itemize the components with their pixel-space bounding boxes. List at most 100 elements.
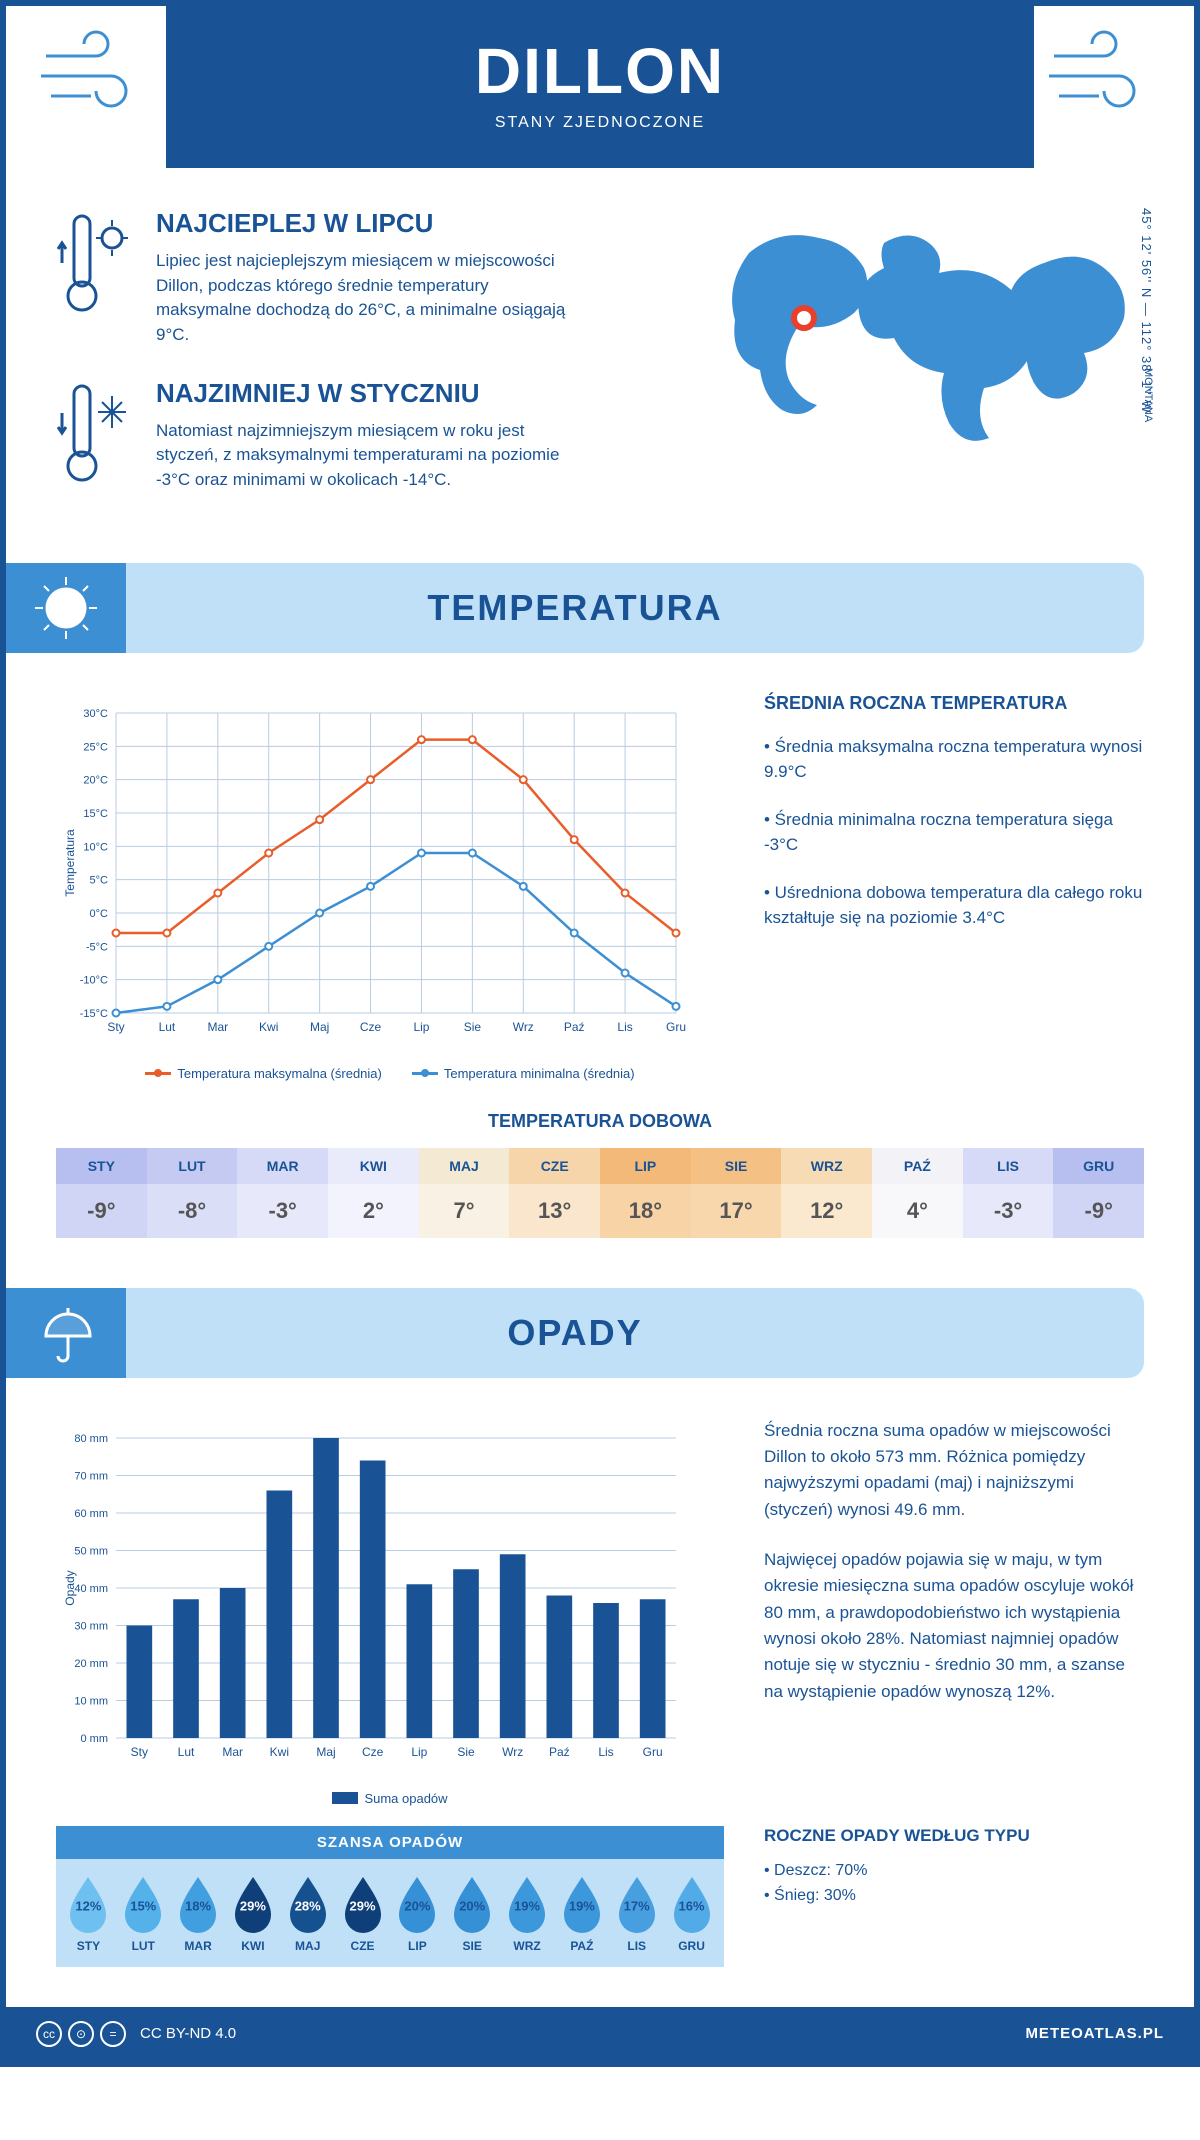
- svg-text:60 mm: 60 mm: [74, 1508, 108, 1520]
- svg-text:Lut: Lut: [178, 1745, 195, 1759]
- world-map: 45° 12' 56'' N — 112° 38' 1'' W MONTANA: [724, 208, 1144, 523]
- svg-text:Maj: Maj: [310, 1020, 329, 1034]
- thermometer-cold-icon: [56, 378, 136, 493]
- cc-icons: cc⊙=: [36, 2021, 126, 2047]
- svg-text:Lis: Lis: [617, 1020, 632, 1034]
- svg-text:Lis: Lis: [598, 1745, 613, 1759]
- svg-text:Lip: Lip: [413, 1020, 429, 1034]
- chance-drop: 29%KWI: [228, 1873, 277, 1953]
- chance-drop: 29%CZE: [338, 1873, 387, 1953]
- svg-text:Mar: Mar: [222, 1745, 243, 1759]
- temp-bullet: • Średnia minimalna roczna temperatura s…: [764, 807, 1144, 858]
- svg-text:25°C: 25°C: [83, 741, 108, 753]
- svg-text:-15°C: -15°C: [80, 1008, 108, 1020]
- svg-text:50 mm: 50 mm: [74, 1545, 108, 1557]
- annual-type-title: ROCZNE OPADY WEDŁUG TYPU: [764, 1826, 1144, 1846]
- svg-text:Lut: Lut: [159, 1020, 176, 1034]
- svg-text:20°C: 20°C: [83, 774, 108, 786]
- svg-text:30 mm: 30 mm: [74, 1620, 108, 1632]
- annual-snow: • Śnieg: 30%: [764, 1883, 1144, 1909]
- svg-text:80 mm: 80 mm: [74, 1433, 108, 1445]
- temp-cell: SIE17°: [691, 1148, 782, 1238]
- temp-cell: LUT-8°: [147, 1148, 238, 1238]
- svg-text:0 mm: 0 mm: [81, 1733, 109, 1745]
- temperature-title: TEMPERATURA: [427, 587, 722, 629]
- chance-drop: 28%MAJ: [283, 1873, 332, 1953]
- chance-drop: 20%LIP: [393, 1873, 442, 1953]
- chance-drop: 17%LIS: [612, 1873, 661, 1953]
- temp-cell: GRU-9°: [1053, 1148, 1144, 1238]
- temp-cell: PAŹ4°: [872, 1148, 963, 1238]
- precipitation-chart: 0 mm10 mm20 mm30 mm40 mm50 mm60 mm70 mm8…: [56, 1418, 696, 1778]
- brand: METEOATLAS.PL: [1025, 2025, 1164, 2042]
- chance-drop: 19%PAŹ: [557, 1873, 606, 1953]
- temperature-chart: -15°C-10°C-5°C0°C5°C10°C15°C20°C25°C30°C…: [56, 693, 696, 1053]
- temp-cell: LIP18°: [600, 1148, 691, 1238]
- svg-text:10 mm: 10 mm: [74, 1695, 108, 1707]
- svg-text:70 mm: 70 mm: [74, 1470, 108, 1482]
- chance-drop: 16%GRU: [667, 1873, 716, 1953]
- precip-para-2: Najwięcej opadów pojawia się w maju, w t…: [764, 1547, 1144, 1705]
- svg-text:Mar: Mar: [207, 1020, 228, 1034]
- temp-cell: WRZ12°: [781, 1148, 872, 1238]
- coldest-title: NAJZIMNIEJ W STYCZNIU: [156, 378, 576, 409]
- wind-icon: [36, 26, 156, 121]
- temp-cell: CZE13°: [509, 1148, 600, 1238]
- daily-temp-table: STY-9°LUT-8°MAR-3°KWI2°MAJ7°CZE13°LIP18°…: [56, 1148, 1144, 1238]
- svg-text:Sty: Sty: [131, 1745, 148, 1759]
- svg-text:Kwi: Kwi: [259, 1020, 278, 1034]
- svg-text:Cze: Cze: [360, 1020, 382, 1034]
- temp-cell: MAR-3°: [237, 1148, 328, 1238]
- svg-text:Opady: Opady: [63, 1570, 77, 1605]
- wind-icon: [1044, 26, 1164, 121]
- thermometer-hot-icon: [56, 208, 136, 348]
- svg-text:15°C: 15°C: [83, 808, 108, 820]
- temp-side-title: ŚREDNIA ROCZNA TEMPERATURA: [764, 693, 1144, 714]
- precipitation-title: OPADY: [507, 1312, 642, 1354]
- country-name: STANY ZJEDNOCZONE: [166, 114, 1034, 132]
- temp-bullet: • Średnia maksymalna roczna temperatura …: [764, 734, 1144, 785]
- temp-cell: LIS-3°: [963, 1148, 1054, 1238]
- city-name: DILLON: [166, 34, 1034, 108]
- sun-icon: [6, 563, 126, 653]
- svg-text:Wrz: Wrz: [502, 1745, 523, 1759]
- chance-drops: 12%STY15%LUT18%MAR29%KWI28%MAJ29%CZE20%L…: [56, 1859, 724, 1967]
- chance-title: SZANSA OPADÓW: [56, 1826, 724, 1859]
- svg-text:40 mm: 40 mm: [74, 1583, 108, 1595]
- umbrella-icon: [6, 1288, 126, 1378]
- svg-text:Temperatura: Temperatura: [63, 829, 77, 897]
- svg-text:10°C: 10°C: [83, 841, 108, 853]
- precipitation-banner: OPADY: [6, 1288, 1144, 1378]
- region-label: MONTANA: [1142, 368, 1154, 422]
- temp-cell: STY-9°: [56, 1148, 147, 1238]
- svg-text:Gru: Gru: [643, 1745, 663, 1759]
- temp-legend: Temperatura maksymalna (średnia) Tempera…: [56, 1066, 724, 1081]
- temp-bullet: • Uśredniona dobowa temperatura dla całe…: [764, 880, 1144, 931]
- header-banner: DILLON STANY ZJEDNOCZONE: [166, 6, 1034, 168]
- svg-text:Sie: Sie: [457, 1745, 475, 1759]
- chance-drop: 15%LUT: [119, 1873, 168, 1953]
- chance-drop: 19%WRZ: [503, 1873, 552, 1953]
- svg-text:30°C: 30°C: [83, 708, 108, 720]
- footer: cc⊙= CC BY-ND 4.0 METEOATLAS.PL: [6, 2007, 1194, 2061]
- svg-text:0°C: 0°C: [90, 908, 109, 920]
- svg-text:Gru: Gru: [666, 1020, 686, 1034]
- svg-text:Cze: Cze: [362, 1745, 384, 1759]
- svg-text:-10°C: -10°C: [80, 974, 108, 986]
- svg-text:Lip: Lip: [411, 1745, 427, 1759]
- svg-text:Paź: Paź: [549, 1745, 570, 1759]
- svg-text:Maj: Maj: [316, 1745, 335, 1759]
- svg-text:Sty: Sty: [107, 1020, 124, 1034]
- chance-drop: 12%STY: [64, 1873, 113, 1953]
- precip-para-1: Średnia roczna suma opadów w miejscowośc…: [764, 1418, 1144, 1523]
- svg-text:Wrz: Wrz: [513, 1020, 534, 1034]
- svg-text:Paź: Paź: [564, 1020, 585, 1034]
- hottest-text: Lipiec jest najcieplejszym miesiącem w m…: [156, 249, 576, 348]
- chance-drop: 20%SIE: [448, 1873, 497, 1953]
- svg-text:-5°C: -5°C: [86, 941, 108, 953]
- hottest-title: NAJCIEPLEJ W LIPCU: [156, 208, 576, 239]
- temp-cell: MAJ7°: [419, 1148, 510, 1238]
- coldest-text: Natomiast najzimniejszym miesiącem w rok…: [156, 419, 576, 493]
- svg-text:Sie: Sie: [464, 1020, 482, 1034]
- temperature-banner: TEMPERATURA: [6, 563, 1144, 653]
